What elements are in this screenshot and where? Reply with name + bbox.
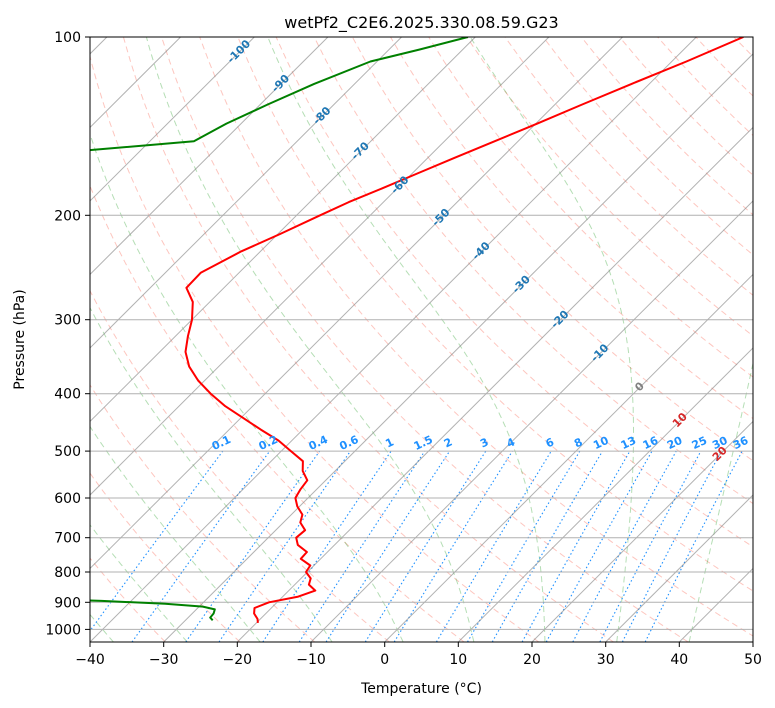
mixing-ratio-line [644,450,743,642]
mixing-ratio-line [545,450,653,642]
mixing-ratio-line [393,450,513,642]
x-tick-label: 0 [380,652,389,668]
moist-adiabat [145,37,475,642]
mixing-ratio-line [262,450,392,642]
mixing-ratio-label: 10 [591,434,611,452]
x-tick-label: 30 [597,652,615,668]
dry-adiabat [428,37,753,378]
x-tick-label: −20 [223,652,253,668]
moist-adiabat [90,425,261,642]
sounding-series [90,37,744,623]
moist-adiabat [90,306,333,642]
mixing-ratio-line [298,450,426,642]
mixing-ratio-line [185,450,321,642]
mixing-ratio-line [131,450,271,642]
plot-frame [89,36,754,643]
isotherm-line [605,494,753,642]
mixing-ratio-line [218,450,351,642]
dry-adiabat [122,37,614,642]
dry-adiabat [275,37,753,548]
y-tick-label: 800 [54,565,81,581]
mixing-ratio-label: 16 [641,434,661,452]
y-tick-label: 400 [54,387,81,403]
isotherm-line [163,53,753,642]
dry-adiabat [90,184,465,642]
isotherm-label: 30 [750,477,770,497]
y-axis-ticks: 100 200 300 400 500 600 700 800 900 1000 [45,30,90,638]
moist-adiabat [267,37,546,642]
isotherm-line [90,37,623,570]
isotherm-line [90,37,697,642]
pressure-grid [90,37,753,642]
mixing-ratio-line [90,450,224,632]
mixing-ratio-line [572,450,677,642]
dry-adiabat [390,37,753,420]
y-axis-title: Pressure (hPa) [12,289,28,389]
dry-adiabat [90,383,316,642]
dry-adiabat [90,472,241,642]
y-tick-label: 100 [54,30,81,46]
mixing-ratio-line [521,450,631,642]
mixing-ratio-line [325,450,451,642]
y-tick-label: 600 [54,491,81,507]
mixing-ratio-label: 30 [710,434,730,452]
isotherm-line [457,347,753,642]
isotherm-line [90,37,329,276]
x-tick-label: 40 [670,652,688,668]
chart-title: wetPf2_C2E6.2025.330.08.59.G23 [284,13,558,33]
dry-adiabat [161,37,689,642]
x-tick-label: 20 [523,652,541,668]
isotherm-line [90,37,476,423]
isotherm-line [90,37,550,496]
y-tick-label: 700 [54,531,81,547]
mixing-ratio-label: 20 [665,434,685,452]
x-axis-title: Temperature (°C) [360,681,482,697]
dry-adiabat [466,37,753,337]
mixing-ratio-label: 25 [690,434,709,452]
isotherm-line [236,126,753,642]
mixing-ratio-label: 36 [731,434,751,452]
x-tick-label: 50 [744,652,762,668]
y-tick-label: 1000 [45,622,81,638]
isotherm-line [90,37,255,202]
x-tick-label: −10 [296,652,326,668]
dry-adiabat [351,37,753,462]
mixing-ratio-line [364,450,487,642]
temperature-profile-line [184,37,744,623]
x-axis-ticks: −40 −30 −20 −10 0 10 20 30 40 50 [75,642,762,668]
x-tick-label: 10 [449,652,467,668]
y-tick-label: 300 [54,313,81,329]
dry-adiabat [313,37,753,505]
moist-adiabat [90,524,188,642]
dry-adiabat [237,37,753,592]
y-tick-label: 200 [54,208,81,224]
dry-adiabat [90,289,390,642]
isotherm-line [310,200,753,642]
y-tick-label: 500 [54,444,81,460]
mixing-ratio-label: 13 [619,434,638,452]
x-tick-label: −30 [149,652,179,668]
moist-adiabat [688,361,753,642]
isotherm-line [531,420,753,642]
isotherm-line [384,273,753,642]
x-tick-label: −40 [75,652,105,668]
isotherm-line [90,37,402,349]
y-tick-label: 900 [54,595,81,611]
dry-adiabat [90,54,540,642]
dry-adiabat [504,37,753,296]
